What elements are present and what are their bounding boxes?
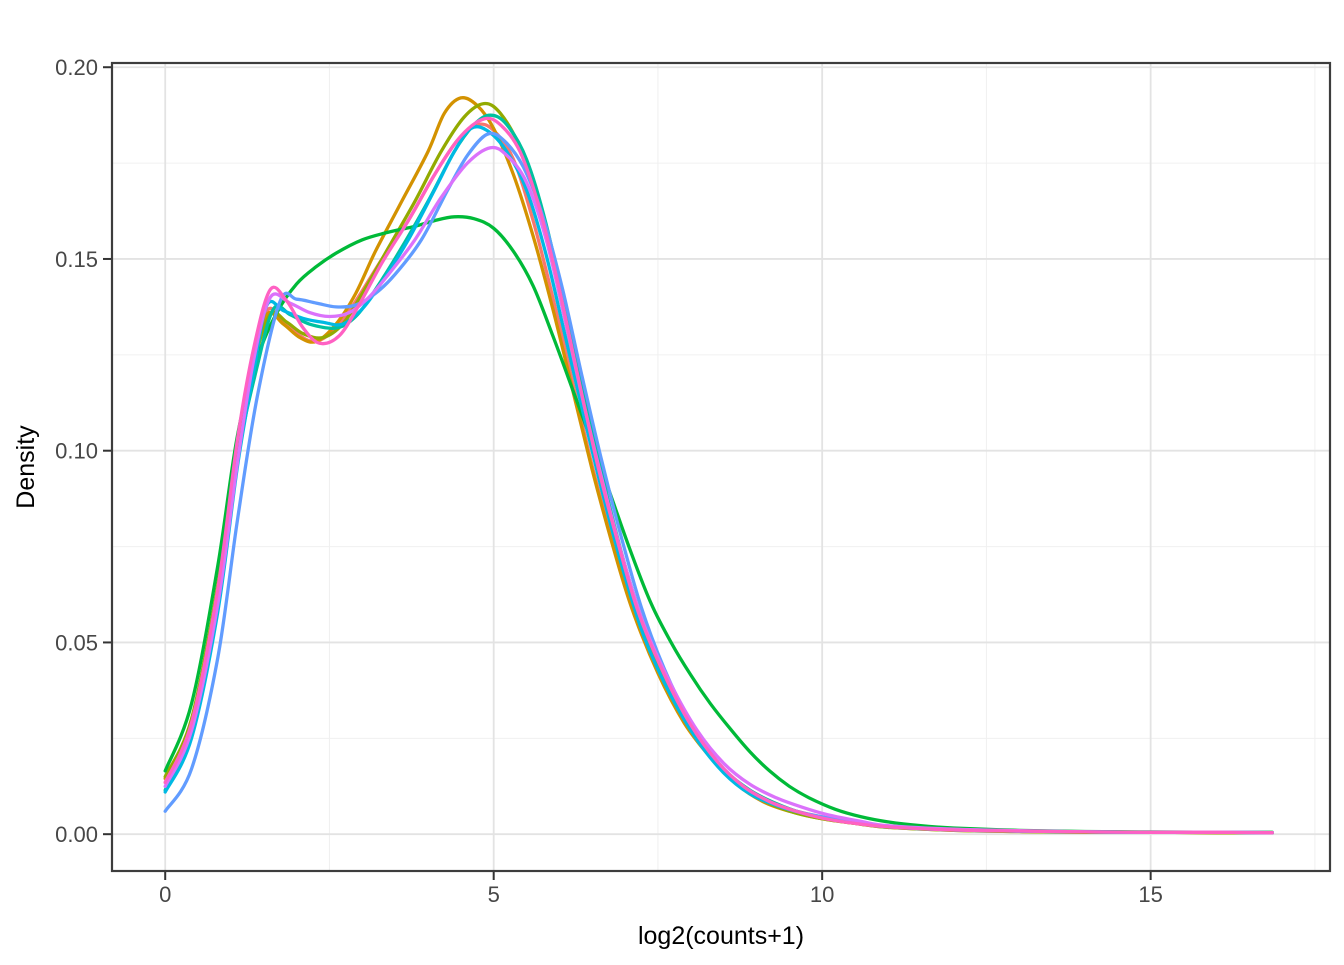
gridlines-minor xyxy=(112,63,1330,871)
x-tick-label: 5 xyxy=(488,882,500,907)
x-axis-title: log2(counts+1) xyxy=(638,922,804,950)
x-tick-label: 0 xyxy=(159,882,171,907)
y-tick-label: 0.00 xyxy=(55,822,98,847)
x-tick-label: 15 xyxy=(1138,882,1162,907)
density-curve-pink xyxy=(163,116,1274,835)
density-curves xyxy=(163,96,1274,835)
axis-tick-marks xyxy=(103,66,1152,880)
y-tick-label: 0.05 xyxy=(55,630,98,655)
y-axis-title: Density xyxy=(12,425,40,509)
x-tick-label: 10 xyxy=(810,882,834,907)
panel-border xyxy=(110,61,1332,873)
panel-background xyxy=(112,63,1330,871)
gridlines-major xyxy=(112,63,1330,871)
y-tick-label: 0.10 xyxy=(55,439,98,464)
y-tick-label: 0.20 xyxy=(55,55,98,80)
y-tick-label: 0.15 xyxy=(55,247,98,272)
axis-tick-labels: 0 5 10 15 0.00 0.05 0.10 0.15 0.20 xyxy=(55,55,1163,907)
